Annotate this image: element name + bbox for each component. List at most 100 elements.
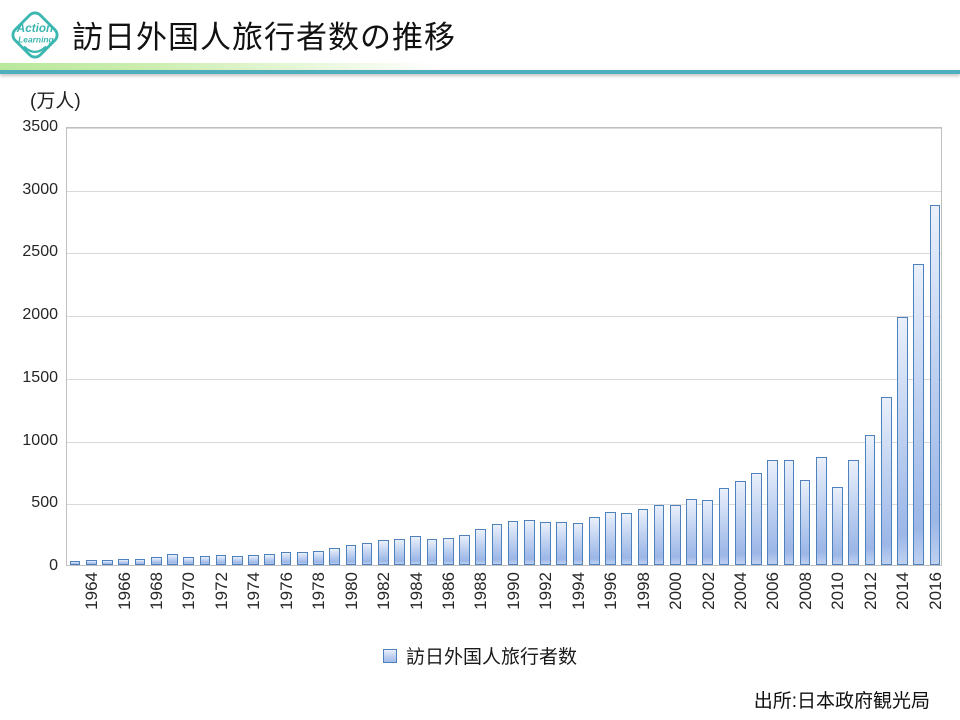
bar-2012 [848,460,860,565]
bar-2010 [816,457,827,565]
bar-2001 [670,505,681,565]
logo-diamond-icon [11,11,59,59]
logo-smile-icon [23,46,47,53]
bar-2016 [913,263,924,565]
x-axis-tick-label-1966: 1966 [114,572,134,610]
legend-label: 訪日外国人旅行者数 [405,647,577,668]
bar-2005 [734,480,746,565]
x-axis-tick-label-2016: 2016 [925,572,945,610]
logo-text-line2: Learning [18,35,54,45]
x-axis-tick-label-1970: 1970 [179,572,199,610]
source-note: 出所:日本政府観光局 [753,691,930,712]
gridline-1500 [67,378,941,380]
bar-1997 [605,512,616,565]
bar-2004 [718,488,730,565]
y-axis-tick-label-2000: 2000 [22,306,58,324]
divider-teal-line [0,70,960,74]
gridline-3000 [67,190,941,192]
bar-1971 [183,556,194,565]
y-axis-unit-label: (万人) [30,91,81,112]
gridline-3500 [67,128,941,129]
bar-1993 [540,522,551,565]
bar-1974 [232,555,243,565]
x-axis-tick-label-1982: 1982 [374,572,394,610]
y-axis-tick-label-0: 0 [49,557,58,574]
x-axis-tick-label-1980: 1980 [341,572,361,610]
bar-2000 [653,505,665,565]
y-axis-tick-label-1000: 1000 [22,431,58,449]
bar-1998 [621,513,632,565]
bar-1978 [296,552,308,565]
bar-1988 [459,535,470,565]
action-learning-logo: Action Learning [11,11,59,59]
bar-1965 [86,560,97,565]
bar-1986 [426,539,438,565]
x-axis-tick-label-1992: 1992 [536,572,556,610]
x-axis-tick-label-1976: 1976 [276,572,296,610]
x-axis-tick-label-1978: 1978 [309,572,329,610]
y-axis-tick-label-2500: 2500 [22,243,58,261]
x-axis-tick-label-1984: 1984 [406,572,426,610]
bar-1970 [167,554,178,565]
y-axis-tick-label-3000: 3000 [22,180,58,198]
bar-1969 [150,557,162,565]
x-axis-tick-label-2002: 2002 [698,572,718,610]
bar-1989 [475,529,486,565]
bar-1972 [199,556,211,565]
gridline-2000 [67,316,941,318]
bar-1990 [491,524,503,565]
bar-1995 [572,523,584,565]
bar-1992 [524,520,535,565]
x-axis-tick-label-1972: 1972 [211,572,231,610]
y-axis-tick-label-1500: 1500 [22,368,58,386]
header-divider [0,62,960,78]
bar-1999 [637,509,649,565]
bar-2014 [880,396,892,565]
x-axis-tick-label-2014: 2014 [893,572,913,610]
bar-2013 [864,435,876,565]
y-axis-tick-label-500: 500 [31,494,58,512]
bar-2002 [686,499,697,565]
bar-2015 [897,317,908,565]
bar-1991 [507,520,519,565]
bar-1979 [313,551,324,565]
logo-text-line1: Action [16,22,53,35]
bar-1980 [329,548,340,565]
gridline-2500 [67,253,941,255]
bar-1996 [588,516,600,565]
bar-1966 [102,559,113,565]
bar-2003 [702,499,714,565]
bar-1977 [280,552,292,565]
x-axis-tick-label-1990: 1990 [503,572,523,610]
gridline-500 [67,504,941,506]
page-title: 訪日外国人旅行者数の推移 [72,20,456,55]
x-axis-tick-label-2006: 2006 [763,572,783,610]
plot-area [66,127,942,566]
chart-legend: 訪日外国人旅行者数 [0,642,960,669]
x-axis-tick-label-2000: 2000 [666,572,686,610]
bar-2009 [799,479,811,565]
x-axis-tick-label-1964: 1964 [82,572,102,610]
bar-1973 [215,555,227,565]
x-axis-tick-label-1968: 1968 [147,572,166,610]
bar-1968 [134,558,146,565]
bar-2007 [767,460,778,565]
x-axis-tick-label-1996: 1996 [601,572,621,610]
legend-swatch-icon [382,648,397,663]
x-axis-tick-label-2008: 2008 [795,572,815,610]
bar-1984 [394,538,405,565]
bar-1983 [378,540,389,565]
bar-1994 [556,521,568,565]
gridline-1000 [67,441,941,443]
x-axis-tick-label-2010: 2010 [828,572,848,610]
bar-1976 [264,553,276,565]
bar-1964 [69,560,81,565]
divider-green-accent [0,63,440,71]
y-axis-tick-label-3500: 3500 [22,118,58,135]
x-axis-tick-label-1974: 1974 [244,572,264,610]
bar-2008 [783,460,795,565]
bar-1985 [410,535,422,565]
x-axis-tick-label-1988: 1988 [471,572,491,610]
bar-2017 [929,205,941,565]
